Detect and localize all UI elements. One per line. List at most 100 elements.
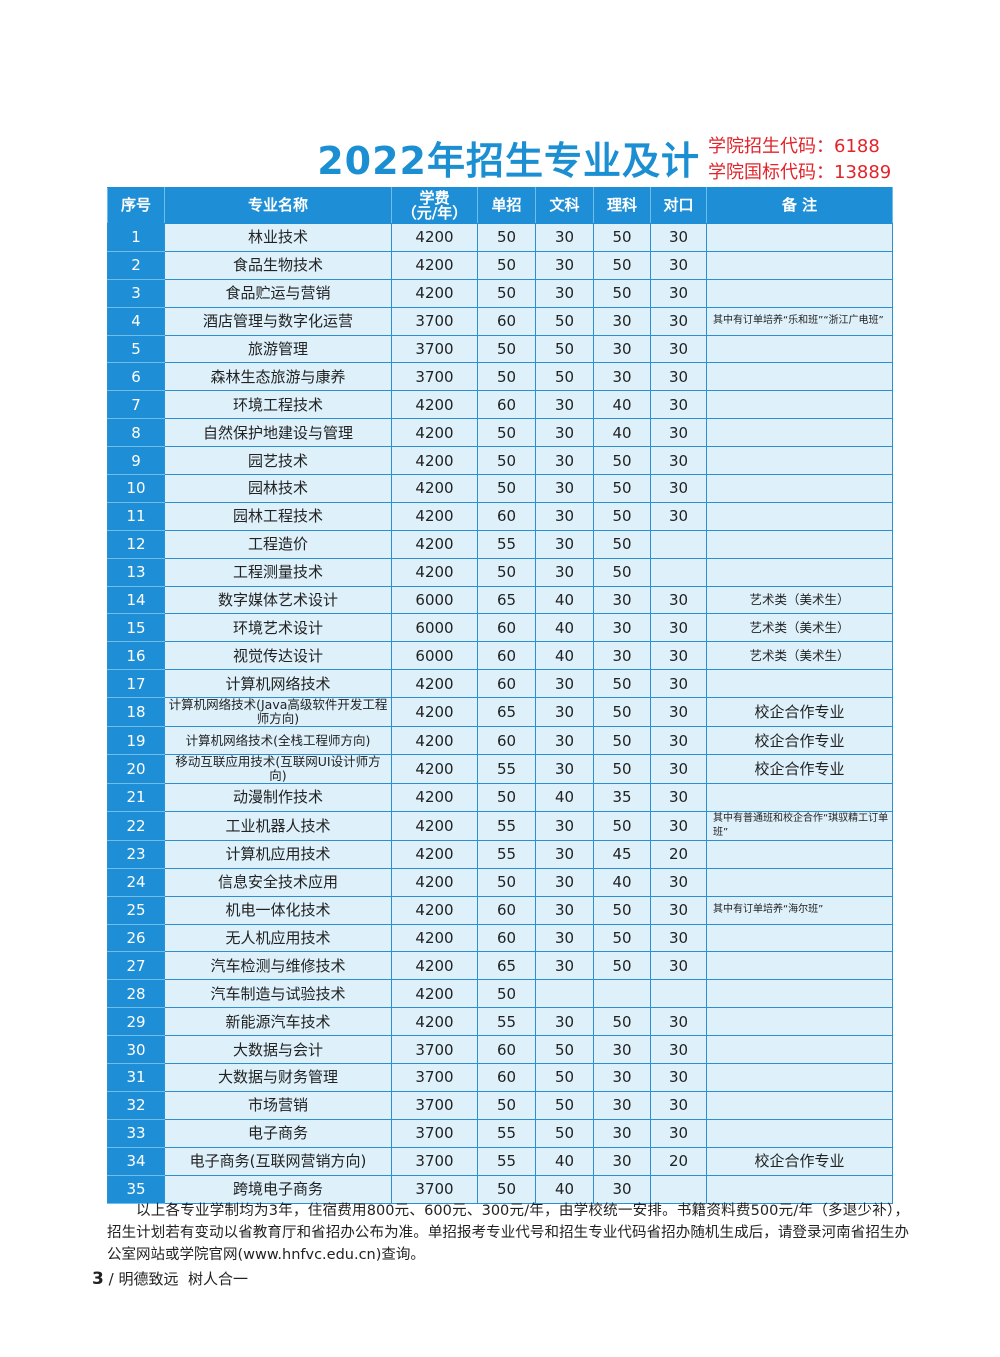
cell: 20	[650, 1146, 707, 1176]
table-row: 22 工业机器人技术 4200 55 30 50 30 其中有普通班和校企合作“琪驭精工订单班…	[107, 810, 893, 841]
cell	[706, 362, 893, 392]
cell	[706, 474, 893, 503]
table-row: 3 食品贮运与营销 4200 50 30 50 30	[107, 278, 893, 308]
cell: 55	[477, 1146, 536, 1176]
cell: 26	[107, 923, 165, 953]
cell: 30	[593, 334, 651, 364]
table-row: 10 园林技术 4200 50 30 50 30	[107, 474, 893, 503]
cell: 24	[107, 867, 165, 897]
cell: 30	[593, 362, 651, 392]
cell: 动漫制作技术	[164, 783, 392, 812]
cell: 60	[477, 1035, 536, 1065]
cell: 30	[593, 613, 651, 643]
cell: 30	[535, 278, 594, 308]
cell: 移动互联应用技术(互联网UI设计师方向)	[164, 754, 392, 785]
cell: 55	[477, 1007, 536, 1037]
table-row: 23 计算机应用技术 4200 55 30 45 20	[107, 839, 893, 869]
cell: 16	[107, 641, 165, 671]
cell	[706, 839, 893, 869]
table-row: 4 酒店管理与数字化运营 3700 60 50 30 30 其中有订单培养“乐和班”“浙江广电…	[107, 306, 893, 336]
cell: 数字媒体艺术设计	[164, 585, 392, 615]
table-row: 13 工程测量技术 4200 50 30 50	[107, 557, 893, 587]
code: 学院招生代码：6188	[708, 136, 880, 157]
cell: 50	[593, 754, 651, 785]
cell: 森林生态旅游与康养	[164, 362, 392, 392]
cell	[706, 1090, 893, 1120]
header-row: 序号 专业名称 学费 （元/年） 单招 文科 理科 对口备 注	[107, 187, 893, 224]
cell: 50	[593, 1007, 651, 1037]
cell: 5	[107, 334, 165, 364]
cell: 50	[593, 810, 651, 841]
cell: 4200	[391, 418, 478, 448]
cell: 艺术类（美术生）	[706, 641, 893, 671]
cell: 4200	[391, 250, 478, 280]
cell	[706, 867, 893, 897]
cell	[706, 1035, 893, 1065]
table-row: 7 环境工程技术 4200 60 30 40 30	[107, 390, 893, 420]
cell: 电子商务	[164, 1118, 392, 1148]
table-row: 33 电子商务 3700 55 50 30 30	[107, 1118, 893, 1148]
cell: 55	[477, 810, 536, 841]
cell: 4200	[391, 895, 478, 925]
cell	[650, 529, 707, 559]
table-row: 24 信息安全技术应用 4200 50 30 40 30	[107, 867, 893, 897]
cell: 4200	[391, 557, 478, 587]
table-row: 6 森林生态旅游与康养 3700 50 50 30 30	[107, 362, 893, 392]
cell: 7	[107, 390, 165, 420]
table-body: 1 林业技术 4200 50 30 50 30 2 食品生物技术 4200 50 30 50 30 3 食品贮…	[107, 223, 893, 1204]
table-row: 17 计算机网络技术 4200 60 30 50 30	[107, 669, 893, 699]
cell: 4	[107, 306, 165, 336]
cell: 60	[477, 895, 536, 925]
table-row: 21 动漫制作技术 4200 50 40 35 30	[107, 783, 893, 812]
cell: 自然保护地建设与管理	[164, 418, 392, 448]
table-row: 16 视觉传达设计 6000 60 40 30 30 艺术类（美术生）	[107, 641, 893, 671]
table-row: 31 大数据与财务管理 3700 60 50 30 30	[107, 1063, 893, 1092]
cell: 30	[535, 726, 594, 756]
cell: 30	[650, 223, 707, 252]
table-row: 19 计算机网络技术(全栈工程师方向) 4200 60 30 50 30 校企合作专业	[107, 726, 893, 756]
cell: 30	[650, 418, 707, 448]
cell: 40	[593, 390, 651, 420]
cell: 汽车制造与试验技术	[164, 979, 392, 1009]
cell: 汽车检测与维修技术	[164, 951, 392, 981]
cell: 校企合作专业	[706, 754, 893, 785]
table-row: 35 跨境电子商务 3700 50 40 30	[107, 1174, 893, 1204]
cell: 其中有普通班和校企合作“琪驭精工订单班”	[706, 810, 893, 841]
cell: 其中有订单培养“海尔班”	[706, 895, 893, 925]
cell: 50	[535, 1035, 594, 1065]
cell: 50	[477, 1174, 536, 1204]
cell: 3700	[391, 306, 478, 336]
cell: 60	[477, 501, 536, 531]
cell: 4200	[391, 754, 478, 785]
cell: 30	[650, 951, 707, 981]
cell: 55	[477, 754, 536, 785]
cell: 30	[535, 754, 594, 785]
table-row: 12 工程造价 4200 55 30 50	[107, 529, 893, 559]
cell: 4200	[391, 867, 478, 897]
cell: 10	[107, 474, 165, 503]
cell: 60	[477, 726, 536, 756]
cell	[650, 979, 707, 1009]
cell: 50	[477, 783, 536, 812]
cell: 30	[650, 1007, 707, 1037]
cell: 30	[535, 867, 594, 897]
cell: 30	[650, 250, 707, 280]
cell: 30	[650, 278, 707, 308]
cell: 50	[593, 446, 651, 476]
cell: 4200	[391, 839, 478, 869]
cell: 食品生物技术	[164, 250, 392, 280]
cell: 其中有订单培养“乐和班”“浙江广电班”	[706, 306, 893, 336]
cell	[706, 1174, 893, 1204]
cell: 50	[593, 223, 651, 252]
cell: 40	[535, 613, 594, 643]
cell: 30	[650, 726, 707, 756]
cell	[706, 250, 893, 280]
cell: 55	[477, 839, 536, 869]
cell: 50	[477, 278, 536, 308]
cell: 30	[650, 810, 707, 841]
cell: 35	[107, 1174, 165, 1204]
cell: 机电一体化技术	[164, 895, 392, 925]
cell: 6	[107, 362, 165, 392]
table-row: 30 大数据与会计 3700 60 50 30 30	[107, 1035, 893, 1065]
cell	[706, 1118, 893, 1148]
